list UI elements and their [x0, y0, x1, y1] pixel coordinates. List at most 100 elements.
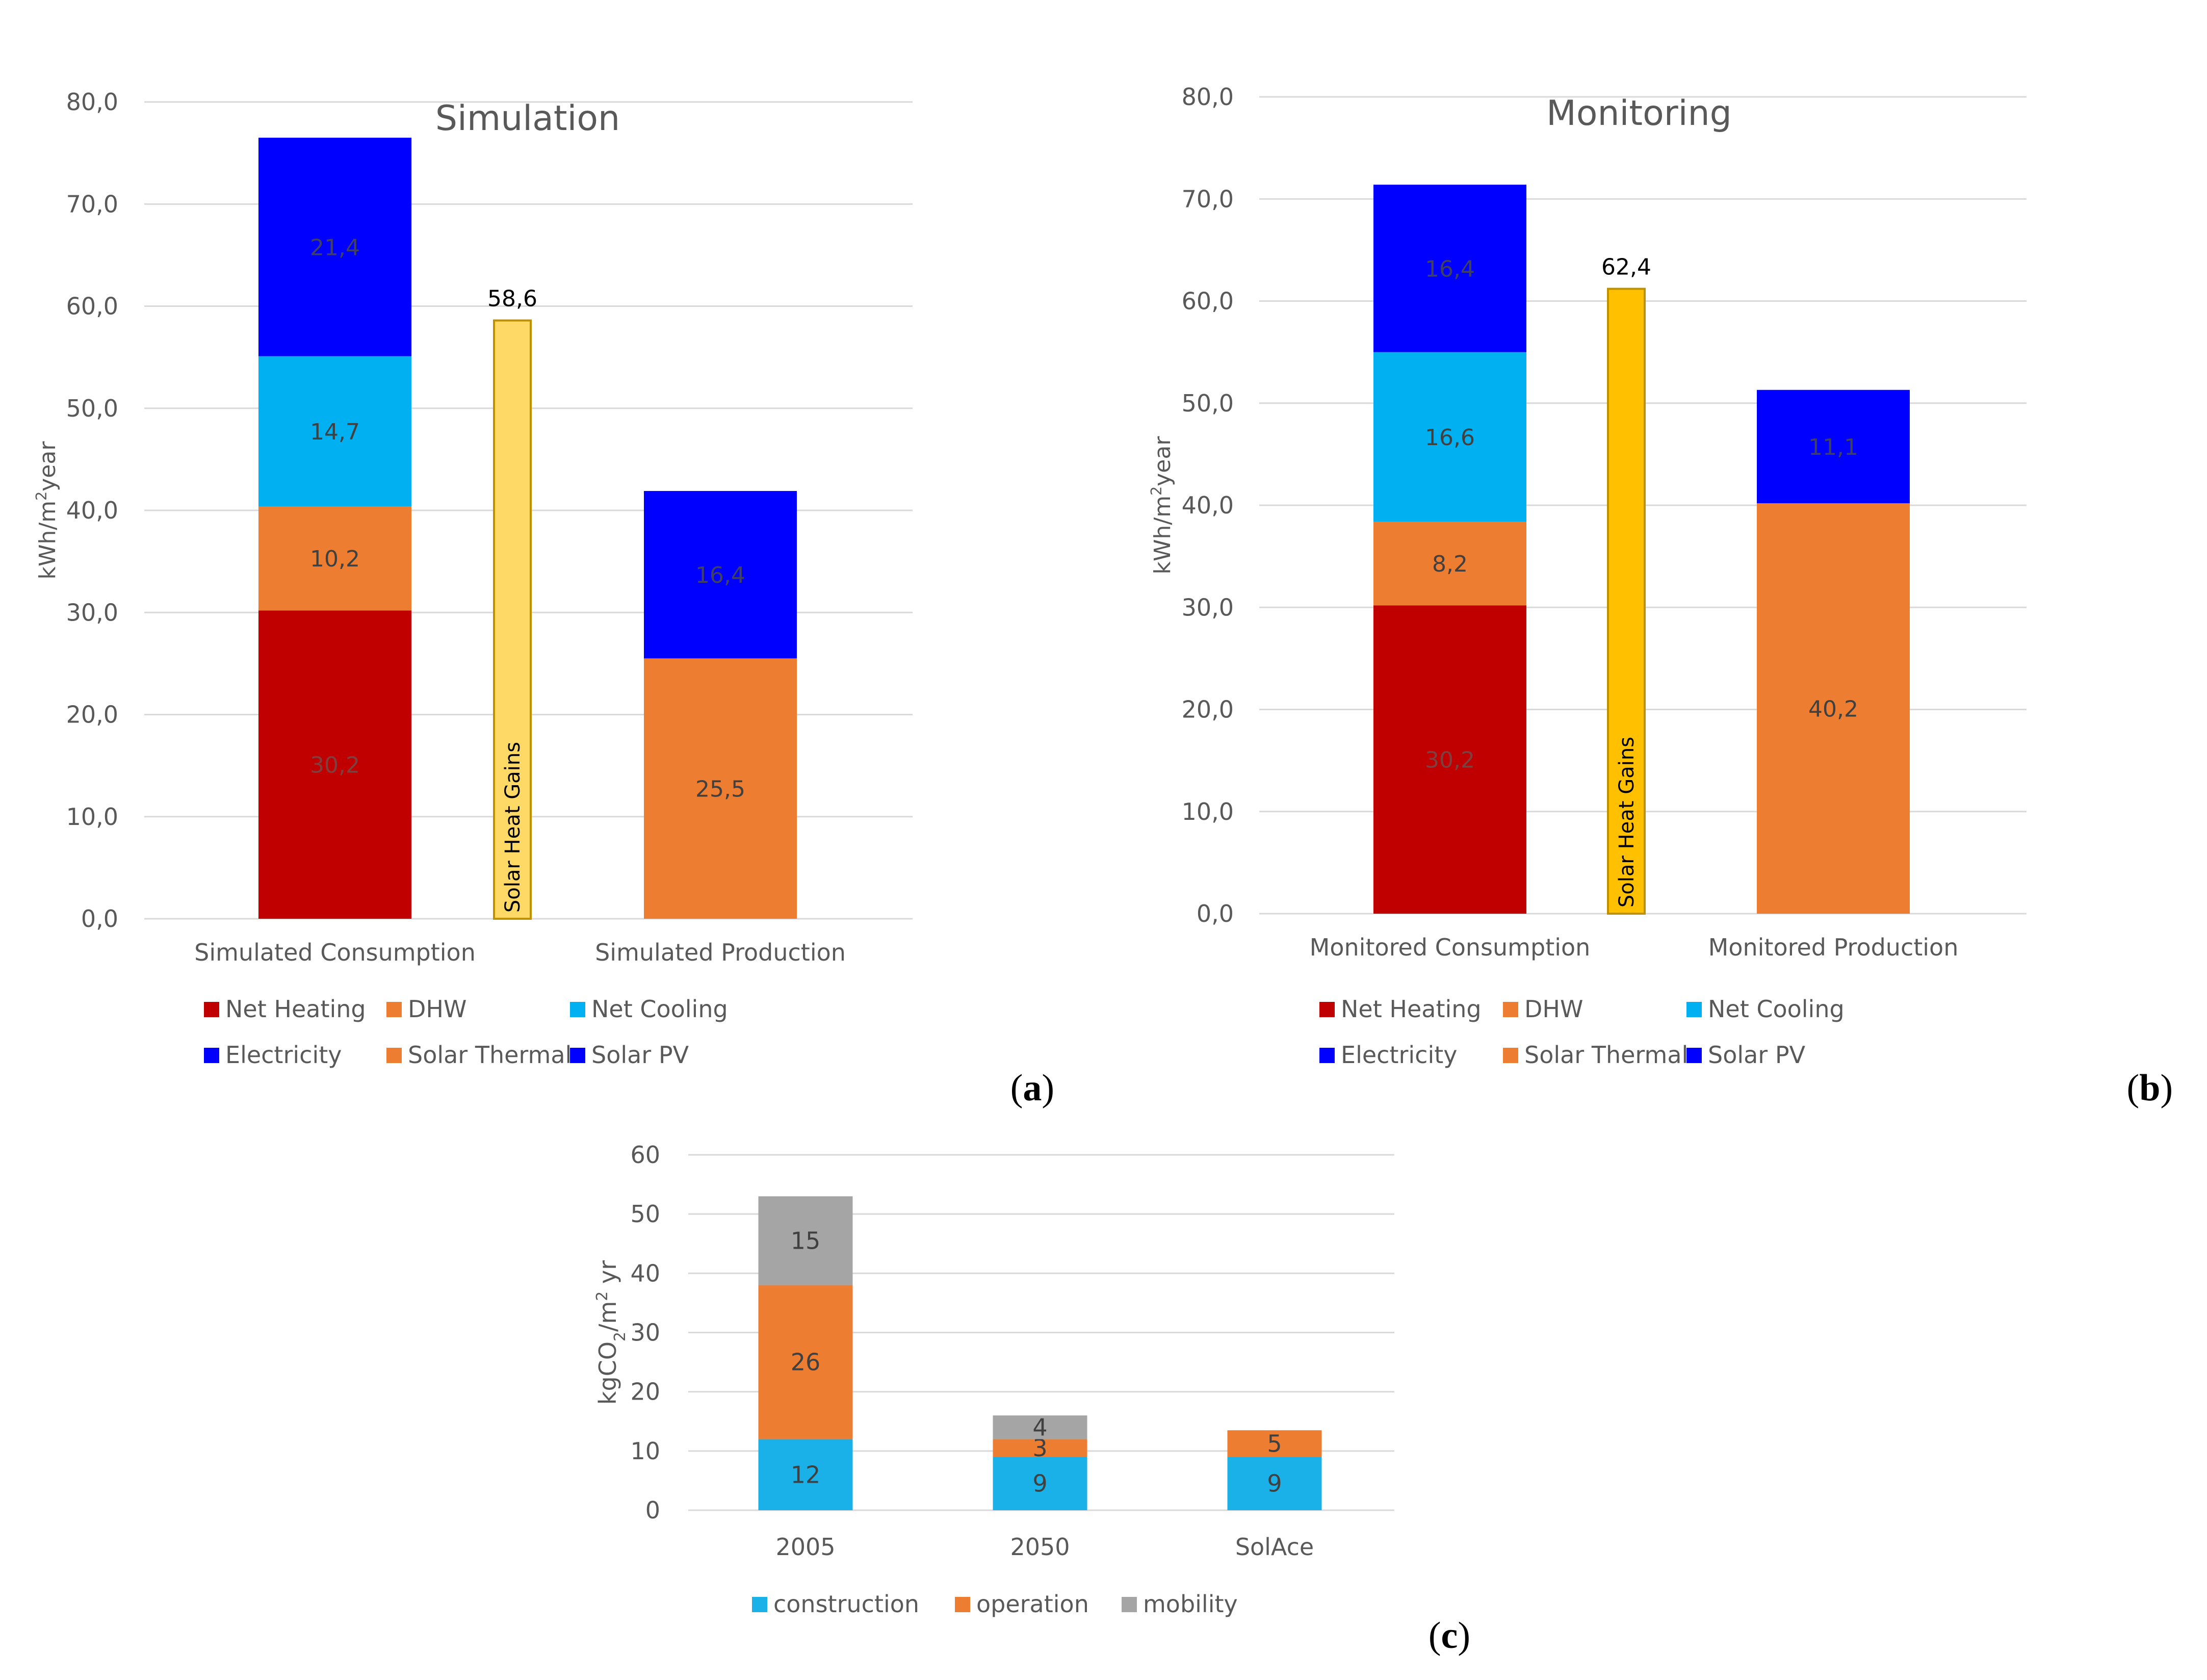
legend-swatch-net-heating [1319, 1002, 1335, 1017]
legend-label-electricity: Electricity [225, 1041, 342, 1069]
data-label-operation: 26 [791, 1349, 821, 1376]
x-tick-label: Monitored Consumption [1310, 934, 1591, 961]
legend-swatch-electricity [204, 1048, 219, 1063]
bar-electricity [1373, 185, 1526, 352]
legend-label-solar-pv: Solar PV [1708, 1041, 1806, 1069]
legend-label-mobility: mobility [1143, 1590, 1238, 1618]
bar-solar-pv [1757, 390, 1910, 503]
data-label-solar-thermal: 40,2 [1808, 696, 1858, 722]
data-label-net-heating: 30,2 [310, 753, 360, 779]
y-tick-label: 70,0 [66, 190, 118, 218]
legend-swatch-solar-pv [570, 1048, 585, 1063]
legend-swatch-electricity [1319, 1048, 1335, 1063]
bar-electricity [258, 138, 411, 356]
legend-swatch-construction [752, 1597, 767, 1612]
data-label-construction: 12 [791, 1461, 821, 1488]
bar-mobility [758, 1196, 853, 1285]
legend-label-net-heating: Net Heating [1341, 995, 1482, 1023]
legend-swatch-net-cooling [570, 1002, 585, 1017]
data-label-construction: 9 [1032, 1470, 1047, 1497]
data-label-operation: 5 [1267, 1430, 1282, 1457]
bar-net-cooling [1373, 352, 1526, 522]
y-tick-label: 80,0 [1182, 83, 1234, 111]
bar-mobility [993, 1415, 1087, 1439]
data-label-dhw: 8,2 [1432, 551, 1468, 577]
y-tick-label: 40,0 [66, 497, 118, 524]
y-tick-label: 10,0 [1182, 798, 1234, 825]
panel-label-c: (c) [1429, 1615, 1470, 1657]
legend-label-electricity: Electricity [1341, 1041, 1458, 1069]
y-axis-label: kWh/m2year [1148, 436, 1176, 575]
y-tick-label: 20 [630, 1378, 660, 1406]
data-label-solar-pv: 11,1 [1808, 434, 1858, 460]
data-label-solar-pv: 16,4 [695, 562, 745, 588]
bar-label-solar-heat-gains: Solar Heat Gains [1615, 737, 1639, 908]
bar-dhw [1373, 522, 1526, 606]
legend-swatch-dhw [386, 1002, 402, 1017]
y-tick-label: 60,0 [66, 293, 118, 320]
y-tick-label: 20,0 [1182, 696, 1234, 723]
bar-solar-thermal [644, 658, 797, 919]
legend-label-net-heating: Net Heating [225, 995, 366, 1023]
legend-label-solar-thermal: Solar Thermal [1524, 1041, 1688, 1069]
legend-swatch-mobility [1122, 1597, 1137, 1612]
bar-operation [758, 1285, 853, 1439]
y-tick-label: 40,0 [1182, 492, 1234, 519]
bar-dhw [258, 506, 411, 611]
chart-monitoring: 0,0 10,0 20,0 30,0 40,0 50,0 60,0 70,0 80,0 Monit… [1148, 83, 2027, 1069]
y-tick-label: 50 [630, 1200, 660, 1228]
y-tick-label: 60 [630, 1141, 660, 1169]
legend-swatch-operation [955, 1597, 970, 1612]
y-tick-label: 60,0 [1182, 288, 1234, 315]
chart-title: Monitoring [1546, 93, 1732, 134]
legend-swatch-solar-thermal [386, 1048, 402, 1063]
legend-label-solar-pv: Solar PV [591, 1041, 689, 1069]
legend-label-dhw: DHW [1524, 995, 1583, 1023]
data-label-solar-thermal: 25,5 [695, 777, 745, 803]
y-tick-label: 30,0 [1182, 593, 1234, 621]
x-tick-label: Simulated Consumption [194, 939, 476, 966]
legend-label-net-cooling: Net Cooling [591, 995, 728, 1023]
data-label-electricity: 16,4 [1425, 256, 1475, 282]
bar-label-solar-heat-gains: Solar Heat Gains [501, 742, 525, 913]
legend-label-operation: operation [976, 1590, 1089, 1618]
legend-label-net-cooling: Net Cooling [1708, 995, 1845, 1023]
data-label-mobility: 4 [1032, 1413, 1047, 1441]
y-tick-label: 0 [645, 1496, 660, 1524]
y-tick-label: 50,0 [1182, 390, 1234, 417]
legend-swatch-net-heating [204, 1002, 219, 1017]
x-tick-label: 2050 [1010, 1533, 1070, 1561]
data-label-solar-heat-gains: 62,4 [1601, 254, 1651, 280]
data-label-construction: 9 [1267, 1470, 1282, 1497]
y-tick-label: 0,0 [1197, 900, 1234, 927]
y-tick-label: 10,0 [66, 803, 118, 831]
data-label-net-cooling: 16,6 [1425, 425, 1475, 451]
legend-label-dhw: DHW [408, 995, 467, 1023]
bar-net-heating [1373, 605, 1526, 914]
legend-swatch-dhw [1503, 1002, 1518, 1017]
y-tick-label: 40 [630, 1259, 660, 1287]
data-label-dhw: 10,2 [310, 546, 360, 572]
bar-solar-heat-gains [493, 319, 532, 920]
legend-swatch-solar-thermal [1503, 1048, 1518, 1063]
data-label-net-heating: 30,2 [1425, 747, 1475, 773]
bar-net-cooling [258, 356, 411, 506]
x-tick-label: 2005 [775, 1533, 835, 1561]
x-tick-label: Monitored Production [1708, 934, 1959, 961]
y-tick-label: 30,0 [66, 599, 118, 626]
y-axis-label: kWh/m2year [33, 441, 61, 580]
y-tick-label: 50,0 [66, 395, 118, 422]
bar-net-heating [258, 610, 411, 919]
legend-label-solar-thermal: Solar Thermal [408, 1041, 572, 1069]
data-label-net-cooling: 14,7 [310, 419, 360, 445]
x-tick-label: SolAce [1235, 1533, 1314, 1561]
data-label-electricity: 21,4 [310, 235, 360, 261]
y-tick-label: 70,0 [1182, 185, 1234, 213]
chart-title: Simulation [435, 98, 620, 139]
bar-solar-heat-gains [1607, 288, 1646, 915]
bar-operation [993, 1439, 1087, 1457]
panel-label-a: (a) [1010, 1067, 1054, 1109]
bar-construction [1227, 1457, 1322, 1510]
